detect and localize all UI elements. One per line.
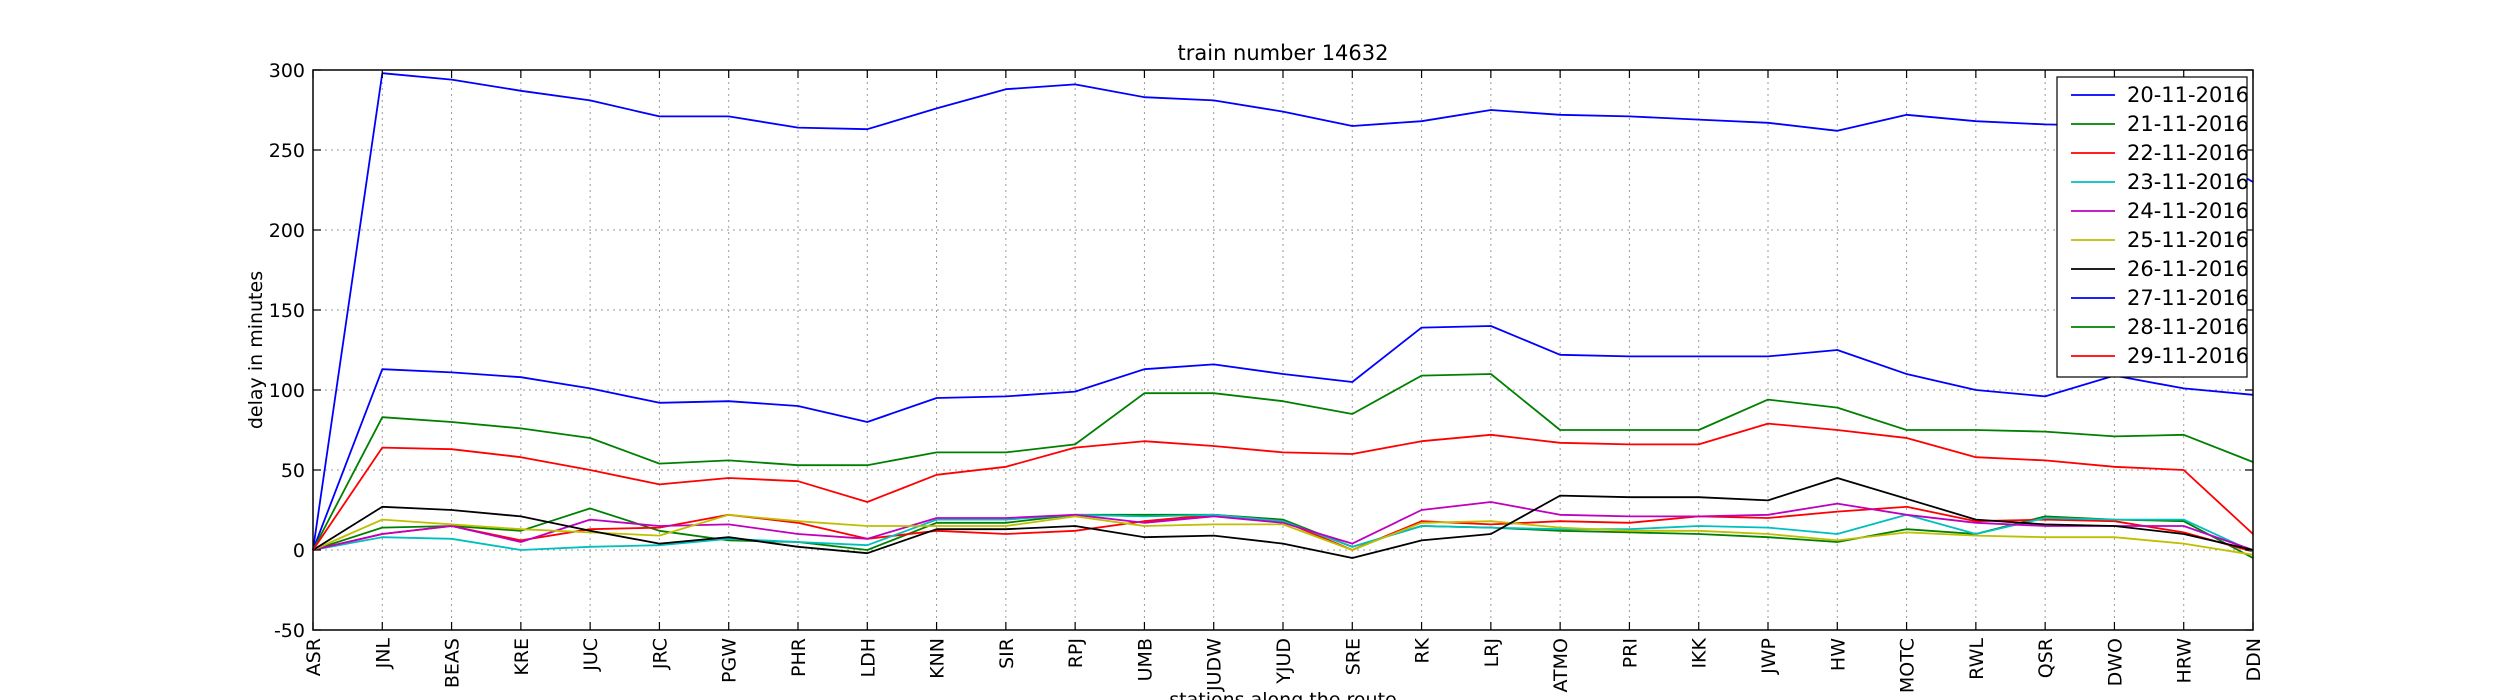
x-axis-label: stations along the route (1169, 689, 1396, 700)
chart-title: train number 14632 (1178, 41, 1389, 65)
x-tick-label: RWL (1966, 638, 1988, 680)
legend-label: 23-11-2016 (2127, 170, 2249, 194)
x-tick-label: UMB (1134, 638, 1156, 681)
y-tick-label: -50 (274, 620, 305, 642)
legend-label: 26-11-2016 (2127, 257, 2249, 281)
x-tick-label: QSR (2035, 638, 2057, 678)
series-line-27-11-2016 (312, 325, 2254, 551)
x-tick-label: MOTC (1897, 638, 1919, 693)
x-tick-label: JUC (580, 638, 602, 672)
x-tick-label: LDH (857, 638, 879, 678)
x-tick-label: KNN (927, 638, 949, 679)
series-line-28-11-2016 (312, 373, 2254, 551)
x-tick-label: BEAS (442, 638, 464, 688)
x-tick-label: LRJ (1481, 638, 1503, 667)
legend-label: 25-11-2016 (2127, 228, 2249, 252)
x-tick-label: RPJ (1065, 638, 1087, 668)
x-tick-label: JWP (1758, 638, 1780, 675)
x-tick-label: JNL (372, 638, 394, 670)
y-tick-label: 150 (269, 300, 305, 322)
x-tick-label: KRE (511, 638, 533, 676)
legend-label: 24-11-2016 (2127, 199, 2249, 223)
y-tick-label: 100 (269, 380, 305, 402)
series-line-29-11-2016 (312, 422, 2254, 551)
y-axis-ticks: -50 0 50 100 150 200 250 300 (269, 60, 2253, 642)
legend-label: 27-11-2016 (2127, 286, 2249, 310)
series-line-25-11-2016 (312, 513, 2254, 556)
y-tick-label: 250 (269, 140, 305, 162)
series-lines (312, 72, 2254, 559)
x-tick-label: YJUD (1273, 638, 1295, 685)
legend-label: 28-11-2016 (2127, 315, 2249, 339)
x-tick-label: JRC (649, 638, 671, 670)
x-tick-label: ATMO (1550, 638, 1572, 692)
x-axis-ticks: ASR JNL BEAS KRE JUC JRC PGW PHR LDH KNN SIR RPJ UMB… (303, 70, 2265, 693)
x-tick-label: ASR (303, 638, 325, 676)
series-line-26-11-2016 (312, 477, 2254, 559)
x-tick-label: PRI (1619, 638, 1641, 668)
x-tick-label: HW (1827, 638, 1849, 671)
legend-label: 21-11-2016 (2127, 112, 2249, 136)
x-tick-label: HRW (2174, 638, 2196, 684)
y-axis-label: delay in minutes (245, 271, 267, 429)
y-tick-label: 0 (293, 540, 305, 562)
legend: 20-11-2016 21-11-2016 22-11-2016 23-11-2016… (2056, 76, 2249, 378)
legend-label: 22-11-2016 (2127, 141, 2249, 165)
y-tick-label: 50 (281, 460, 305, 482)
x-tick-label: PGW (719, 638, 741, 683)
series-line-20-11-2016 (312, 72, 2254, 551)
x-tick-label: RK (1412, 637, 1434, 663)
y-tick-label: 300 (269, 60, 305, 82)
x-tick-label: JUDW (1204, 638, 1226, 692)
legend-label: 29-11-2016 (2127, 344, 2249, 368)
y-tick-label: 200 (269, 220, 305, 242)
series-line-24-11-2016 (312, 501, 2254, 551)
legend-label: 20-11-2016 (2127, 83, 2249, 107)
x-tick-label: IKK (1689, 637, 1711, 668)
x-tick-label: DWO (2104, 638, 2126, 686)
series-line-23-11-2016 (312, 513, 2254, 553)
x-tick-label: SRE (1342, 638, 1364, 675)
x-tick-label: SIR (996, 638, 1018, 669)
x-tick-label: DDN (2243, 638, 2265, 681)
x-tick-label: PHR (788, 638, 810, 677)
